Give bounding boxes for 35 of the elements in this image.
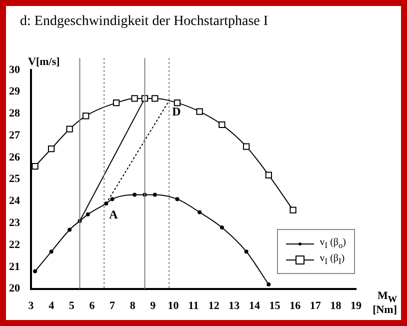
x-tick-label: 12 [208, 300, 220, 312]
y-tick-label: 20 [9, 282, 20, 295]
y-tick-label: 21 [9, 260, 20, 273]
chart-title: d: Endgeschwindigkeit der Hochstartphase I [20, 14, 268, 30]
x-tick-label: 8 [130, 300, 136, 312]
y-tick-label: 29 [9, 86, 20, 98]
y-tick-label: 27 [9, 129, 20, 142]
y-axis-title: V[m/s] [28, 56, 60, 68]
x-tick-label: 5 [68, 300, 75, 312]
legend-label: v$_{I}$ (β$_{I}$) [320, 253, 345, 266]
x-tick-label: 14 [248, 300, 260, 312]
x-tick-label: 9 [150, 300, 156, 312]
x-tick-label: 15 [269, 300, 281, 312]
y-tick-label: 23 [9, 217, 20, 230]
annotation: A [109, 207, 118, 222]
y-tick-label: 22 [9, 238, 20, 251]
x-tick-label: 16 [290, 300, 302, 312]
x-tick-label: 11 [188, 300, 199, 312]
y-tick-label: 30 [9, 64, 20, 76]
y-tick-label: 28 [9, 108, 20, 120]
y-tick-label: 24 [9, 195, 20, 208]
x-tick-label: 3 [28, 300, 34, 312]
x-tick-label: 19 [350, 300, 362, 312]
x-tick-label: 17 [310, 300, 322, 312]
x-tick-label: 7 [110, 300, 116, 312]
legend-label: v$_{I}$ (β$_{o}$) [320, 237, 346, 250]
annotation: D [172, 104, 182, 119]
x-tick-label: 13 [228, 300, 240, 312]
x-tick-label: 18 [330, 300, 342, 312]
x-tick-label: 10 [168, 300, 180, 312]
y-tick-label: 25 [9, 173, 20, 186]
x-axis-title: M$_{W}$ [Nm] [372, 290, 397, 316]
x-tick-label: 4 [48, 300, 55, 312]
x-tick-label: 6 [89, 300, 96, 312]
y-tick-label: 26 [9, 151, 20, 164]
